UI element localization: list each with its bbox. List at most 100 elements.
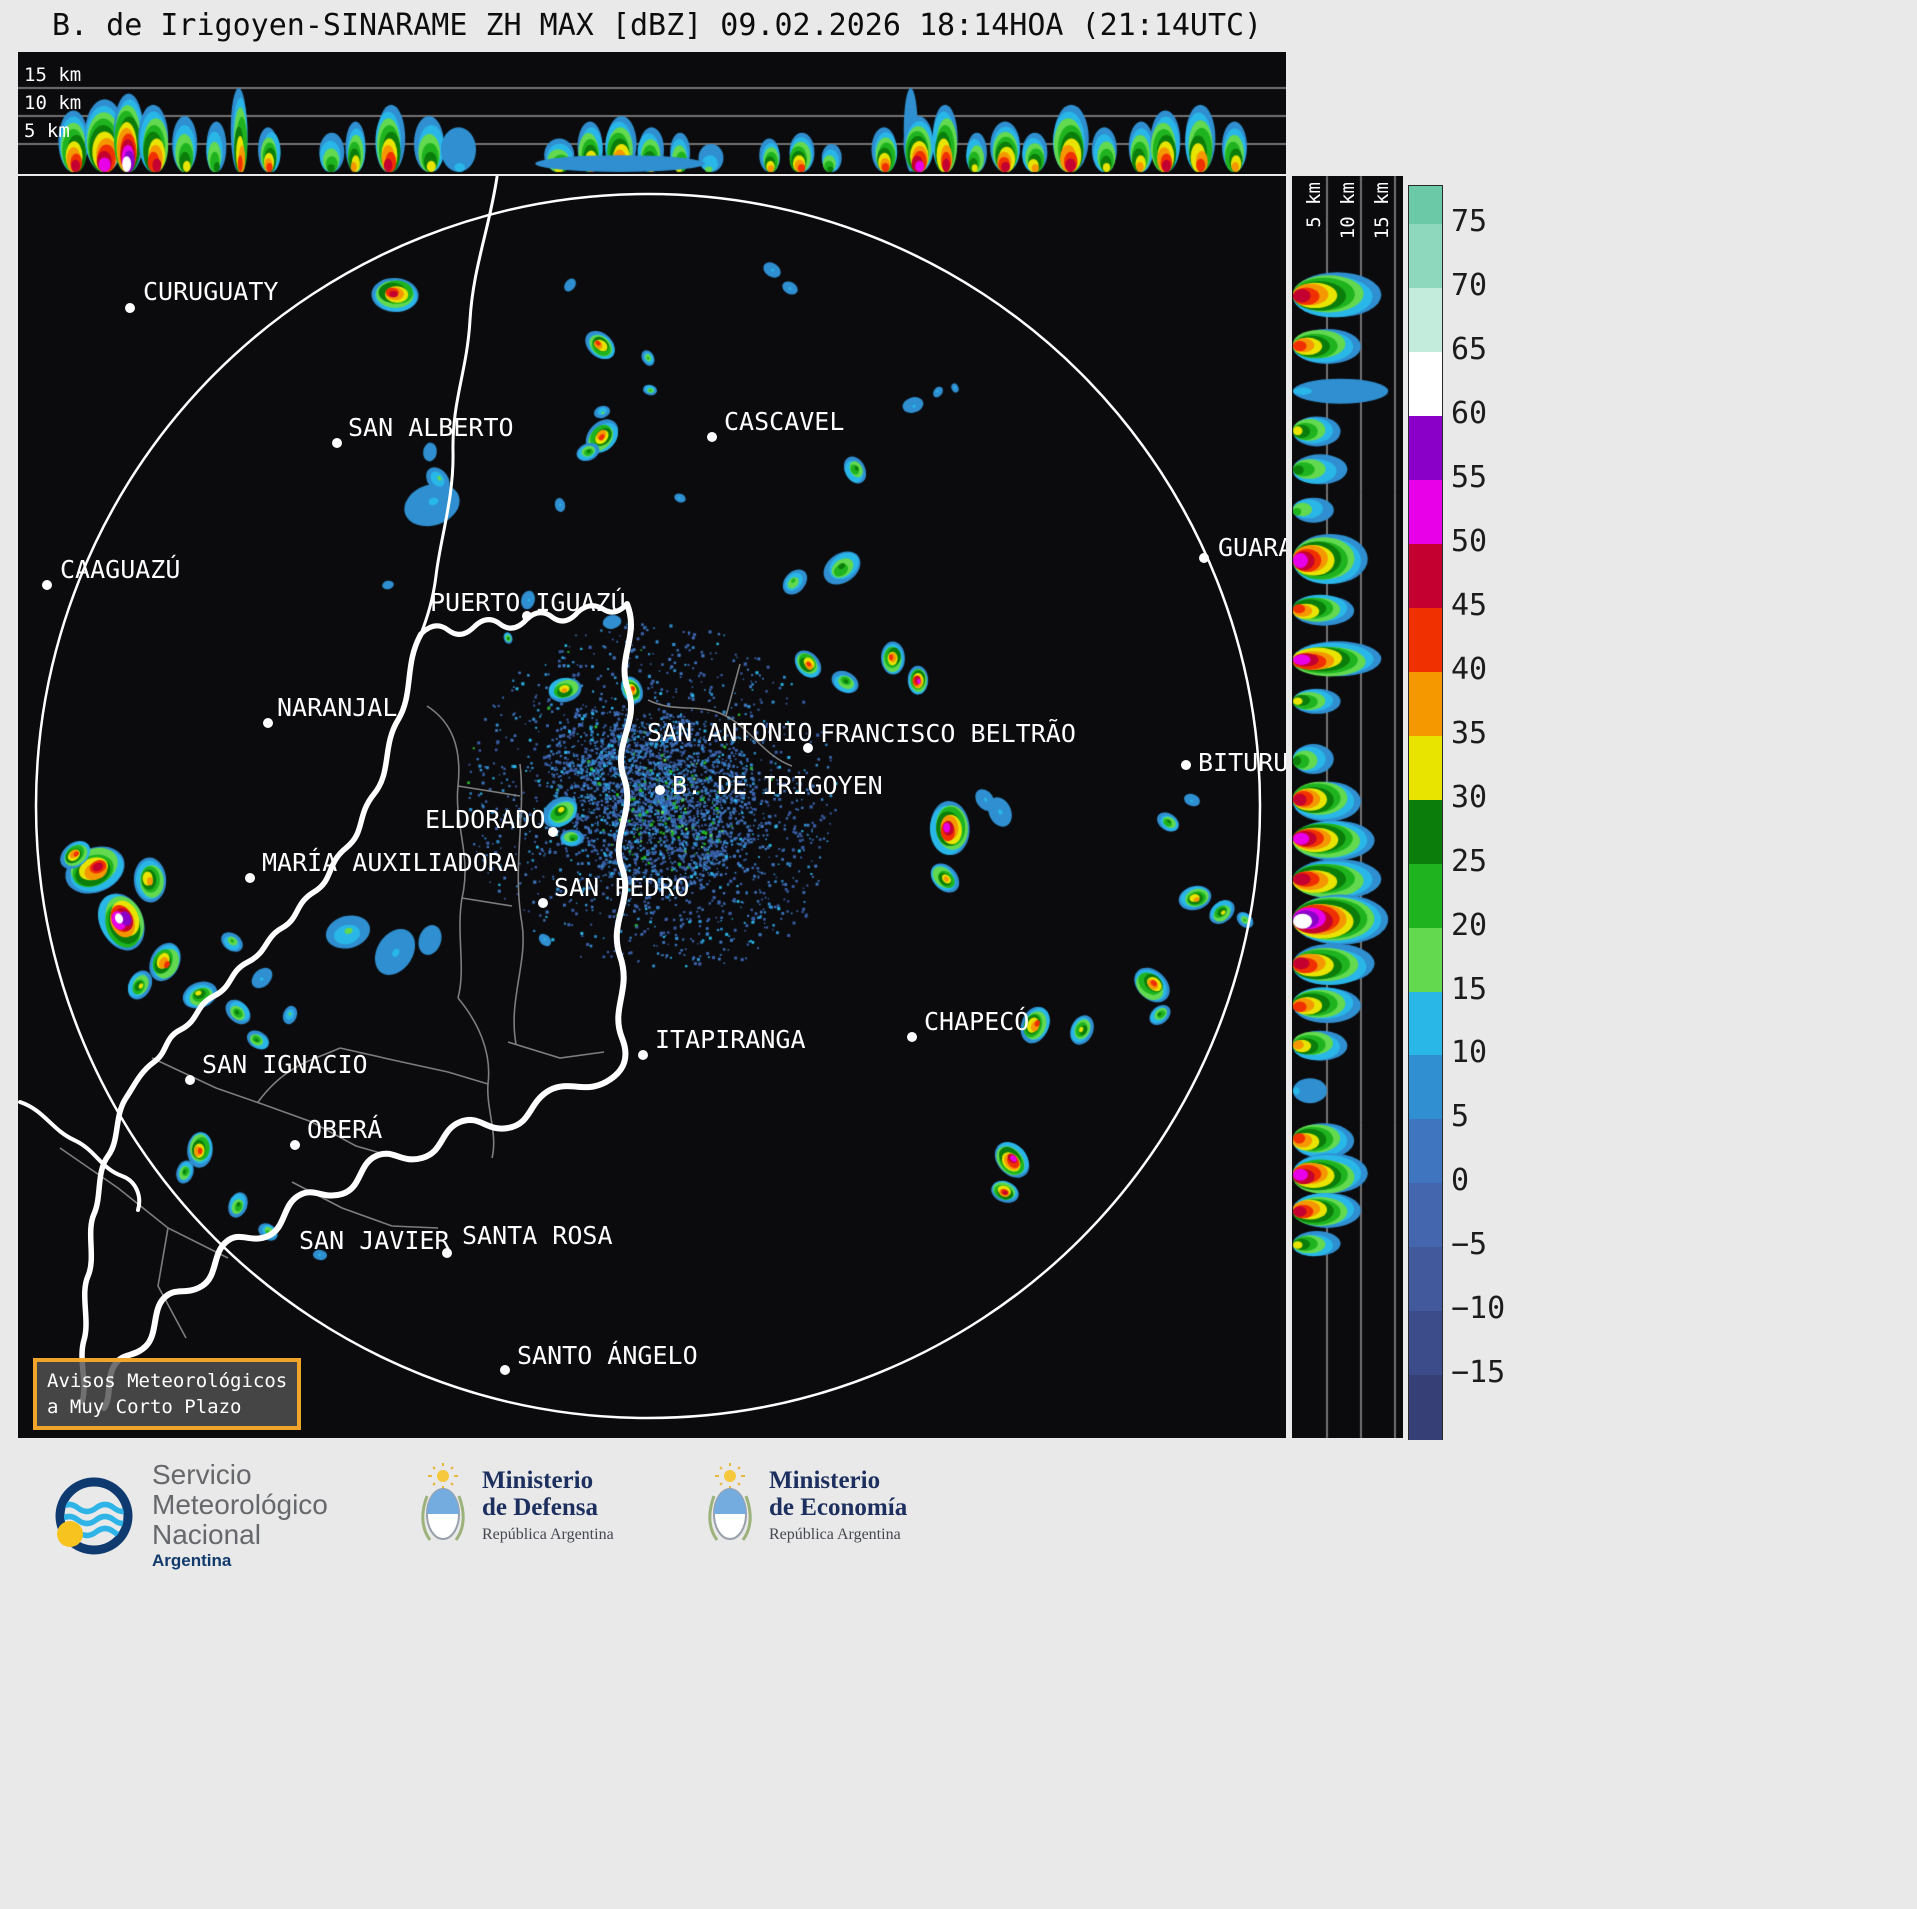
colorbar-band bbox=[1409, 288, 1442, 353]
admin-boundary-path bbox=[426, 705, 466, 999]
colorbar-tick-label: −5 bbox=[1451, 1227, 1488, 1263]
colorbar-tick-label: 15 bbox=[1451, 971, 1488, 1007]
admin-boundary-path bbox=[257, 1047, 341, 1103]
admin-boundary-path bbox=[457, 785, 521, 797]
colorbar-band bbox=[1409, 186, 1442, 225]
colorbar-band bbox=[1409, 991, 1442, 1057]
colorbar-tick-label: 10 bbox=[1451, 1035, 1488, 1071]
city-label-francisco-beltr-o: FRANCISCO BELTRÃO bbox=[820, 719, 1076, 748]
colorbar-tick-label: −10 bbox=[1451, 1291, 1506, 1327]
city-dot-mar-a-auxiliadora bbox=[245, 873, 255, 883]
colorbar-tick-label: 30 bbox=[1451, 779, 1488, 815]
city-dot-chapec bbox=[907, 1032, 917, 1042]
colorbar-band bbox=[1409, 1311, 1442, 1376]
city-label-mar-a-auxiliadora: MARÍA AUXILIADORA bbox=[262, 848, 518, 877]
city-label-eldorado: ELDORADO bbox=[425, 805, 546, 834]
admin-boundary-path bbox=[59, 1147, 229, 1259]
altitude-label-right: 10 km bbox=[1337, 182, 1359, 240]
colorbar-band bbox=[1409, 1183, 1442, 1248]
altitude-label-right: 15 km bbox=[1371, 182, 1393, 240]
colorbar-tick-label: 75 bbox=[1451, 204, 1488, 240]
colorbar-band bbox=[1409, 224, 1442, 289]
colorbar-band bbox=[1409, 1375, 1442, 1440]
city-label-layer: CURUGUATY SAN ALBERTO CASCAVEL CAAGUAZÚ GUAR… bbox=[18, 176, 1286, 1438]
smn-logo-icon bbox=[55, 1477, 133, 1555]
colorbar-scale-labels: 75 70 65 60 55 50 45 40 35 30 25 20 15 10 5 0 −5 −10 −15 bbox=[1451, 185, 1521, 1447]
colorbar-band bbox=[1409, 671, 1442, 737]
page-title: B. de Irigoyen-SINARAME ZH MAX [dBZ] 09.… bbox=[52, 8, 1263, 43]
city-label-cascavel: CASCAVEL bbox=[724, 407, 845, 436]
right-altitude-axis: 5 km 10 km 15 km bbox=[1292, 176, 1403, 1438]
city-label-ober: OBERÁ bbox=[307, 1115, 383, 1144]
economia-crest-icon bbox=[708, 1463, 752, 1541]
city-label-b-de-irigoyen: B. DE IRIGOYEN bbox=[672, 771, 883, 800]
defensa-line2: de Defensa bbox=[482, 1494, 598, 1521]
city-label-san-pedro: SAN PEDRO bbox=[554, 873, 690, 902]
city-dot-naranjal bbox=[263, 718, 273, 728]
admin-boundary-path bbox=[725, 663, 741, 717]
altitude-label-top: 15 km bbox=[24, 64, 82, 86]
admin-boundary-path bbox=[157, 1227, 187, 1339]
city-label-bituru: BITURU bbox=[1198, 748, 1286, 777]
colorbar-tick-label: 65 bbox=[1451, 332, 1488, 368]
city-label-caaguaz: CAAGUAZÚ bbox=[60, 555, 181, 584]
city-dot-guara bbox=[1199, 553, 1209, 563]
city-dot-santo-ngelo bbox=[500, 1365, 510, 1375]
colorbar-tick-label: 50 bbox=[1451, 524, 1488, 559]
colorbar-tick-label: 60 bbox=[1451, 396, 1488, 432]
colorbar-band bbox=[1409, 352, 1442, 417]
colorbar-band bbox=[1409, 544, 1442, 609]
colorbar-tick-label: 20 bbox=[1451, 907, 1488, 943]
city-dot-san-alberto bbox=[332, 438, 342, 448]
river-path bbox=[419, 176, 499, 636]
city-label-san-javier: SAN JAVIER bbox=[299, 1226, 450, 1255]
city-label-itapiranga: ITAPIRANGA bbox=[655, 1025, 806, 1054]
colorbar-tick-label: 25 bbox=[1451, 843, 1488, 879]
colorbar-tick-label: 0 bbox=[1451, 1163, 1470, 1199]
economia-line2: de Economía bbox=[769, 1494, 908, 1521]
warning-box: Avisos Meteorológicos a Muy Corto Plazo bbox=[33, 1358, 302, 1430]
altitude-label-right: 5 km bbox=[1303, 182, 1325, 228]
city-dot-francisco-beltr-o bbox=[803, 743, 813, 753]
colorbar-tick-label: −15 bbox=[1451, 1355, 1506, 1391]
city-label-santo-ngelo: SANTO ÁNGELO bbox=[517, 1341, 698, 1370]
colorbar-band bbox=[1409, 1247, 1442, 1312]
city-dot-caaguaz bbox=[42, 580, 52, 590]
admin-boundary-path bbox=[151, 1057, 399, 1159]
colorbar-band bbox=[1409, 1055, 1442, 1120]
altitude-label-top: 5 km bbox=[24, 120, 70, 142]
smn-name-line1: Servicio bbox=[152, 1459, 252, 1490]
defensa-crest-icon bbox=[421, 1463, 465, 1541]
economia-sub: República Argentina bbox=[769, 1526, 901, 1543]
rivers bbox=[18, 176, 635, 1411]
city-dot-san-javier bbox=[442, 1248, 452, 1258]
colorbar-tick-label: 40 bbox=[1451, 651, 1488, 687]
city-dot-eldorado bbox=[548, 827, 558, 837]
colorbar-band bbox=[1409, 863, 1442, 929]
colorbar-band bbox=[1409, 799, 1442, 865]
colorbar-band bbox=[1409, 607, 1442, 673]
admin-boundaries bbox=[59, 663, 793, 1339]
altitude-label-top: 10 km bbox=[24, 92, 82, 114]
defensa-sub: República Argentina bbox=[482, 1526, 614, 1543]
warning-box-line1: Avisos Meteorológicos bbox=[47, 1370, 288, 1392]
smn-name-line3: Nacional bbox=[152, 1519, 261, 1550]
colorbar-tick-label: 5 bbox=[1451, 1099, 1470, 1135]
city-dot-curuguaty bbox=[125, 303, 135, 313]
colorbar bbox=[1408, 185, 1443, 1440]
city-dot-b-de-irigoyen bbox=[655, 785, 665, 795]
warning-box-line2: a Muy Corto Plazo bbox=[47, 1396, 242, 1418]
city-label-san-antonio: SAN ANTONIO bbox=[647, 718, 813, 747]
colorbar-band bbox=[1409, 480, 1442, 545]
city-dot-ober bbox=[290, 1140, 300, 1150]
city-label-santa-rosa: SANTA ROSA bbox=[462, 1221, 613, 1250]
city-dot-san-pedro bbox=[538, 898, 548, 908]
ministry-economia-block: Ministerio de Economía República Argenti… bbox=[705, 1462, 907, 1550]
city-label-puerto-iguaz: PUERTO IGUAZÚ bbox=[430, 588, 626, 617]
city-dot-cascavel bbox=[707, 432, 717, 442]
city-label-san-alberto: SAN ALBERTO bbox=[348, 413, 514, 442]
river-path bbox=[18, 1100, 142, 1212]
admin-boundary-path bbox=[339, 1047, 489, 1085]
